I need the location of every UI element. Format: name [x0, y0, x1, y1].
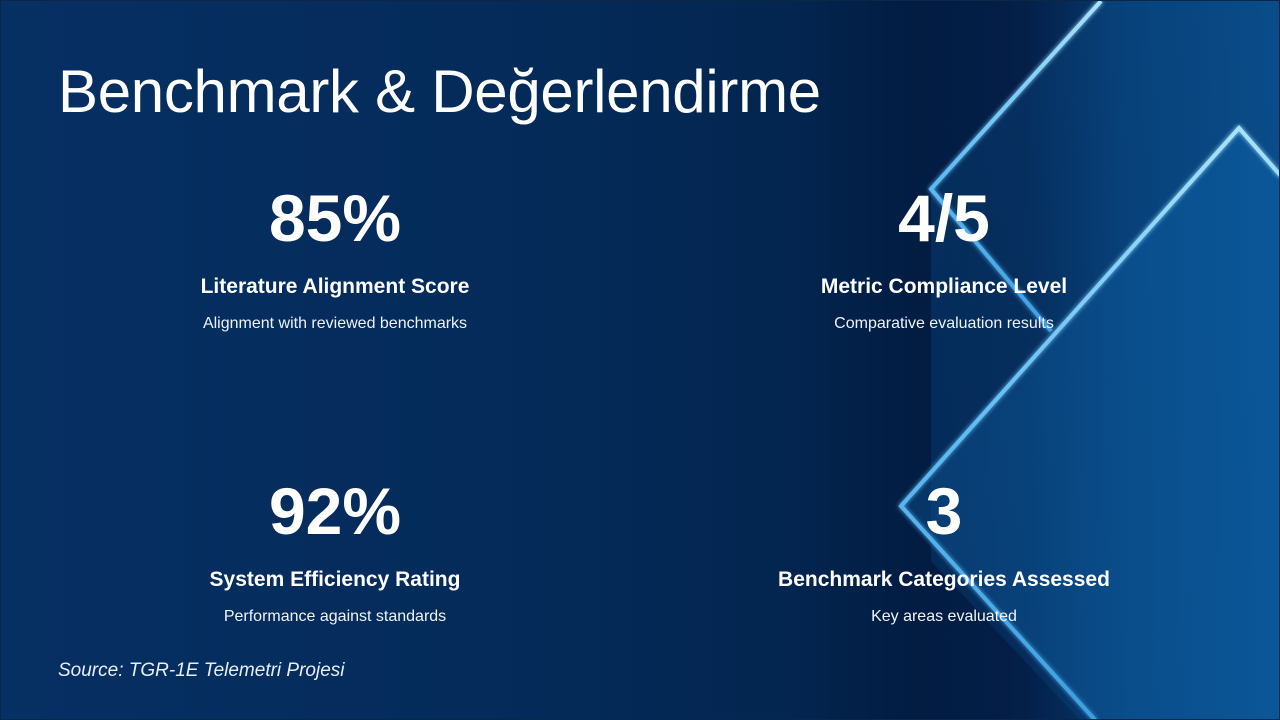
stat-description: Alignment with reviewed benchmarks: [202, 315, 468, 332]
stat-label: Metric Compliance Level: [820, 275, 1068, 298]
page-title: Benchmark & Değerlendirme: [58, 58, 821, 125]
stat-card-metric-compliance: 4/5 Metric Compliance Level Comparative …: [684, 185, 1204, 334]
front-diamond-outline: [898, 124, 1279, 719]
stat-card-literature-alignment: 85% Literature Alignment Score Alignment…: [75, 185, 595, 334]
source-citation: Source: TGR-1E Telemetri Projesi: [58, 660, 345, 681]
stat-description: Performance against standards: [223, 608, 447, 625]
stat-value: 85%: [268, 181, 402, 255]
back-diamond-outline: [928, 1, 1103, 333]
stat-label: Literature Alignment Score: [200, 275, 470, 298]
stat-card-system-efficiency: 92% System Efficiency Rating Performance…: [75, 478, 595, 627]
stat-label: System Efficiency Rating: [209, 568, 461, 591]
front-diamond-shape: [901, 128, 1279, 719]
stat-value: 3: [925, 474, 963, 548]
stat-card-benchmark-categories: 3 Benchmark Categories Assessed Key area…: [684, 478, 1204, 627]
stat-value: 92%: [268, 474, 402, 548]
stat-description: Key areas evaluated: [871, 608, 1017, 625]
stat-value: 4/5: [898, 181, 990, 255]
stat-label: Benchmark Categories Assessed: [778, 568, 1110, 591]
stat-description: Comparative evaluation results: [834, 315, 1054, 332]
